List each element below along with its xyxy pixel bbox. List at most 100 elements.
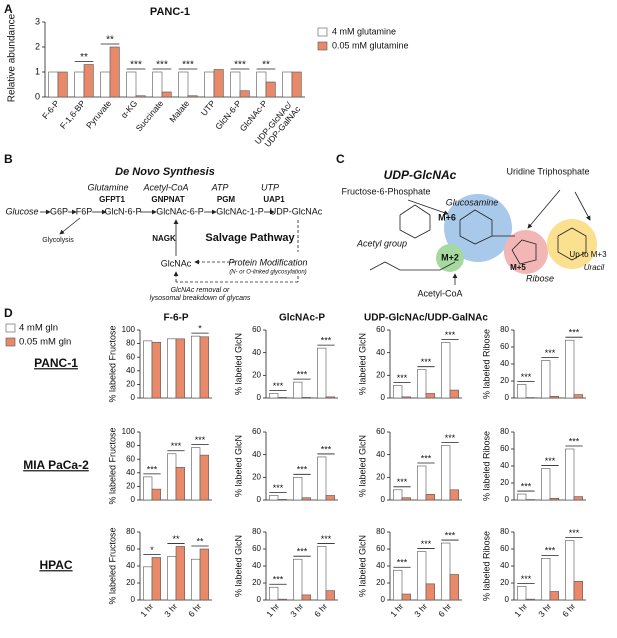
bar (441, 542, 451, 601)
significance: *** (397, 373, 408, 383)
bar (425, 494, 435, 501)
y-tick-label: 0 (131, 595, 136, 604)
bar (57, 71, 68, 98)
pathway-label: PGM (217, 195, 236, 204)
y-axis-label: % labeled GlcN (357, 333, 367, 395)
bar (175, 338, 185, 399)
legend-swatch (317, 27, 328, 37)
panel-label: D (4, 306, 13, 320)
y-tick-label: 0 (35, 91, 40, 101)
significance: ** (172, 534, 180, 544)
bar (417, 465, 427, 501)
y-tick-label: 20 (376, 472, 385, 481)
bar (151, 341, 161, 399)
significance: *** (182, 60, 194, 71)
bar (541, 360, 551, 399)
bar (317, 546, 327, 601)
bar (441, 342, 451, 399)
y-tick-label: 20 (252, 370, 261, 379)
x-tick-label: 6 hr (560, 601, 577, 619)
pathway-label: lysosomal breakdown of glycans (150, 295, 251, 302)
x-tick-label: F-6-P (40, 98, 62, 121)
y-tick-label: 40 (500, 561, 509, 570)
pathway-label: UDP-GlcNAc (270, 206, 323, 216)
column-title: GlcNAc-P (279, 313, 325, 324)
significance: *** (521, 372, 532, 382)
x-tick-label: 1 hr (264, 601, 281, 619)
x-tick-label: 1 hr (388, 601, 405, 619)
y-tick-label: 80 (126, 339, 135, 348)
structure-label: M+2 (441, 252, 459, 262)
bar (167, 556, 177, 601)
legend-label: 4 mM gln (19, 323, 58, 334)
pathway-label: Glycolysis (42, 237, 74, 244)
bar (573, 580, 583, 601)
y-tick-label: 0 (131, 495, 136, 504)
y-tick-label: 60 (500, 544, 509, 553)
pathway-label: Acetyl-CoA (142, 182, 188, 192)
bar (301, 397, 311, 399)
bar (325, 396, 335, 399)
y-tick-label: 0 (505, 495, 510, 504)
y-tick-label: 80 (500, 427, 509, 436)
pathway-arrows (40, 209, 299, 283)
significance: *** (273, 381, 284, 391)
x-tick-label: 1 hr (138, 601, 155, 619)
significance: ** (106, 35, 114, 46)
row-label: PANC-1 (34, 356, 78, 370)
significance: *** (521, 481, 532, 491)
significance: *** (521, 574, 532, 584)
bar (161, 91, 172, 98)
legend-swatch (5, 323, 16, 333)
bar (517, 586, 527, 601)
bar (143, 566, 153, 601)
y-tick-label: 80 (252, 527, 261, 536)
significance: *** (445, 530, 456, 540)
bar (317, 347, 327, 399)
y-tick-label: 60 (500, 342, 509, 351)
bar (401, 497, 411, 501)
y-axis-label: % labeled Fructose (107, 527, 117, 604)
y-tick-label: 60 (252, 544, 261, 553)
significance: *** (421, 453, 432, 463)
legend-swatch (5, 337, 16, 347)
y-tick-label: 0 (381, 595, 386, 604)
y-axis-label: % labeled Fructose (107, 427, 117, 504)
bar (199, 336, 209, 399)
bar (83, 64, 94, 98)
significance: *** (545, 546, 556, 556)
y-tick-label: 0 (505, 393, 510, 402)
x-tick-label: 1 hr (512, 601, 529, 619)
bar (109, 46, 120, 98)
y-tick-label: 40 (376, 561, 385, 570)
y-tick-label: 20 (252, 472, 261, 481)
y-tick-label: 80 (500, 325, 509, 334)
y-tick-label: 40 (500, 359, 509, 368)
bar (301, 594, 311, 601)
bar (269, 495, 279, 501)
significance: *** (321, 534, 332, 544)
y-tick-label: 3 (35, 16, 40, 26)
x-tick-label: 3 hr (412, 601, 429, 619)
bar (565, 540, 575, 601)
bar (277, 598, 287, 601)
pathway-label: Protein Modification (228, 257, 307, 267)
y-tick-label: 0 (381, 393, 386, 402)
y-axis-label: % labeled GlcN (357, 535, 367, 597)
significance: *** (195, 435, 206, 445)
y-tick-label: 20 (126, 482, 135, 491)
structure-label: M+6 (438, 212, 456, 222)
bar (449, 489, 459, 501)
bar (100, 71, 111, 98)
structure-label: M+5 (510, 263, 526, 272)
x-tick-label: F-1,6-BP (58, 98, 88, 131)
legend-label: 0.05 mM glutamine (332, 40, 409, 50)
significance: *** (297, 465, 308, 475)
y-axis-label: % labeled Ribose (481, 431, 491, 501)
y-tick-label: 0 (257, 393, 262, 402)
significance: *** (421, 357, 432, 367)
y-tick-label: 40 (252, 348, 261, 357)
structure-label: Acetyl group (356, 238, 407, 248)
bar (282, 71, 293, 98)
pathway-label: GlcN-6-P (104, 206, 141, 216)
